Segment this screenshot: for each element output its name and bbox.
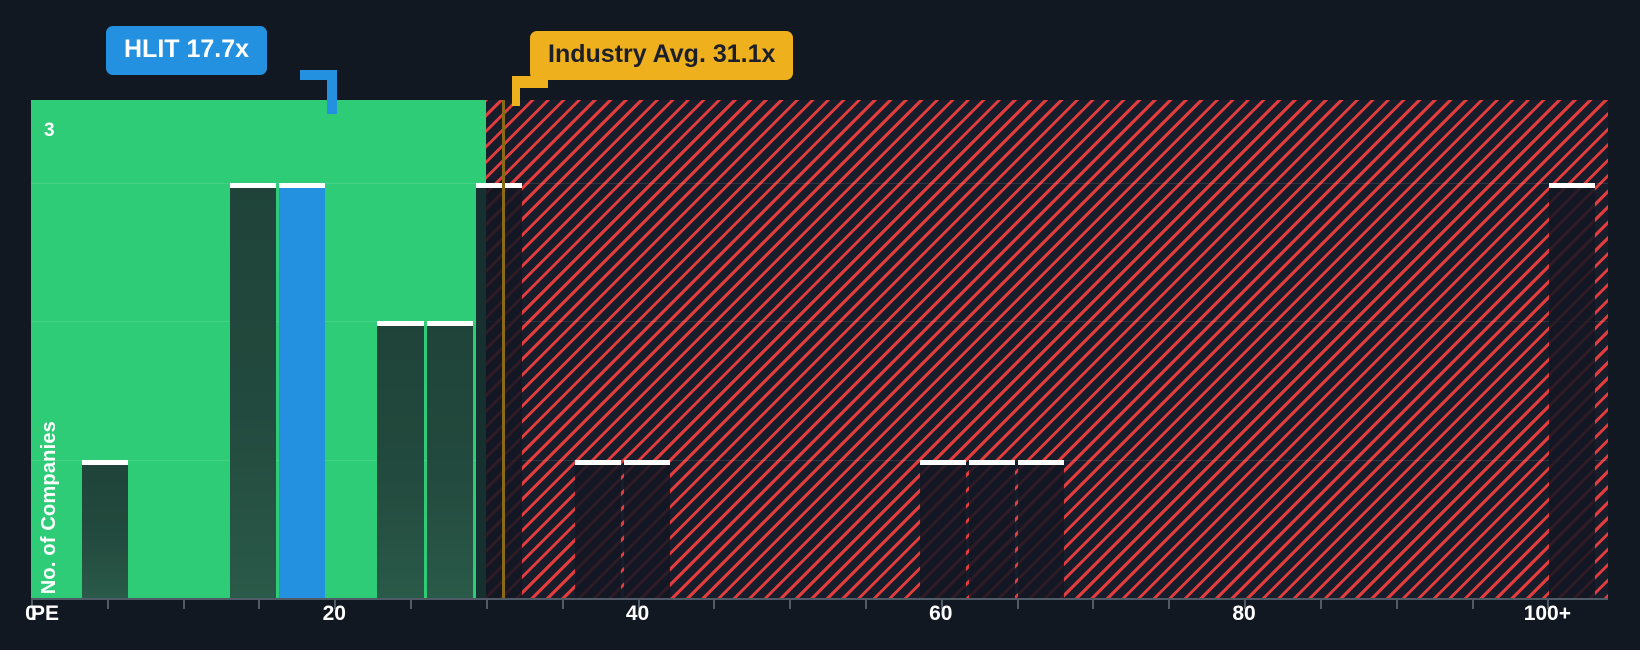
x-axis-tick (864, 600, 867, 609)
bar-body (377, 326, 424, 598)
bar-body (229, 188, 276, 598)
bar-cap (623, 459, 671, 465)
bar-cap (377, 321, 424, 327)
x-axis-tick (1168, 600, 1171, 609)
bar-body (476, 188, 523, 598)
x-axis-tick (561, 600, 564, 609)
x-axis-tick-label: 20 (322, 602, 346, 625)
bar[interactable] (968, 459, 1016, 598)
x-axis-tick-label: 80 (1232, 602, 1256, 625)
bar[interactable] (426, 321, 474, 598)
y-axis-title: No. of Companies (38, 420, 60, 594)
x-axis-tick (31, 600, 33, 609)
bar[interactable] (476, 183, 523, 598)
bar-body (1548, 188, 1596, 598)
bar-cap (476, 183, 523, 188)
bar-cap (919, 459, 966, 465)
bar[interactable] (377, 321, 424, 598)
bar-body (623, 464, 671, 598)
bar[interactable] (1548, 183, 1596, 598)
bar-body (426, 326, 474, 598)
industry-callout-tail (512, 76, 548, 106)
x-axis-tick-label: 40 (625, 602, 650, 625)
bar[interactable] (574, 459, 621, 598)
x-axis-tick (485, 600, 488, 609)
bar-cap (1548, 183, 1596, 188)
plot-area (31, 100, 1608, 598)
bar-cap (81, 459, 129, 465)
bar[interactable] (1018, 459, 1065, 598)
x-axis-prefix-label: PE (31, 602, 60, 625)
x-axis-tick (258, 600, 261, 609)
x-axis-tick (1471, 600, 1474, 609)
bar-body (574, 464, 621, 598)
x-axis-tick (940, 600, 943, 609)
x-axis-tick (1319, 600, 1322, 609)
hlit-callout[interactable]: HLIT 17.7x (106, 26, 268, 75)
x-axis-tick-label: 0 (25, 602, 37, 625)
bar[interactable] (229, 183, 276, 598)
bar-body (278, 188, 326, 598)
bar-cap (574, 459, 621, 465)
x-axis-tick (713, 600, 716, 609)
bar-cap (1018, 459, 1065, 465)
marker-line-industry-avg (501, 100, 505, 598)
hlit-callout-label: HLIT 17.7x (124, 35, 250, 63)
bar[interactable] (623, 459, 671, 598)
bar-cap (278, 183, 326, 188)
x-axis-tick (410, 600, 413, 609)
x-axis-tick (1395, 600, 1398, 609)
x-axis-tick (1016, 600, 1019, 609)
x-axis-tick (182, 600, 185, 609)
bar-body (968, 464, 1016, 598)
y-axis-tick-label: 3 (44, 120, 55, 141)
bar-cap (968, 459, 1016, 465)
x-axis-tick (334, 600, 337, 609)
x-axis-tick (106, 600, 109, 609)
bar[interactable] (81, 459, 129, 598)
x-axis-tick-label: 60 (929, 602, 953, 625)
x-axis-line (31, 598, 1608, 600)
bar-cap (229, 183, 276, 188)
x-axis-tick (637, 600, 640, 609)
x-axis-tick-label: 100+ (1523, 602, 1571, 625)
bar-body (81, 464, 129, 598)
industry-avg-callout[interactable]: Industry Avg. 31.1x (530, 31, 794, 80)
x-axis-tick (1244, 600, 1247, 609)
bar-body (1018, 464, 1065, 598)
x-axis-tick (789, 600, 792, 609)
bar-highlight-hlit[interactable] (278, 183, 326, 598)
x-axis-tick (1092, 600, 1095, 609)
industry-avg-callout-label: Industry Avg. 31.1x (548, 40, 776, 68)
bar[interactable] (919, 459, 966, 598)
bar-cap (426, 321, 474, 327)
bar-body (919, 464, 966, 598)
x-axis-tick (1547, 600, 1550, 609)
overvalued-band (485, 100, 1608, 598)
hlit-callout-tail (300, 70, 337, 114)
